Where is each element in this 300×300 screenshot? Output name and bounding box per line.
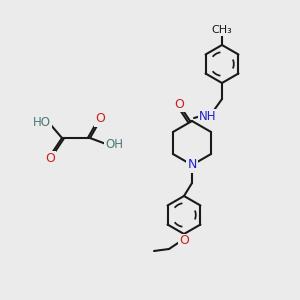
- Text: O: O: [179, 235, 189, 248]
- Text: O: O: [95, 112, 105, 125]
- Text: CH₃: CH₃: [212, 25, 233, 35]
- Text: O: O: [45, 152, 55, 164]
- Text: OH: OH: [105, 137, 123, 151]
- Text: HO: HO: [33, 116, 51, 128]
- Text: N: N: [187, 158, 197, 172]
- Text: O: O: [174, 98, 184, 110]
- Text: NH: NH: [199, 110, 217, 122]
